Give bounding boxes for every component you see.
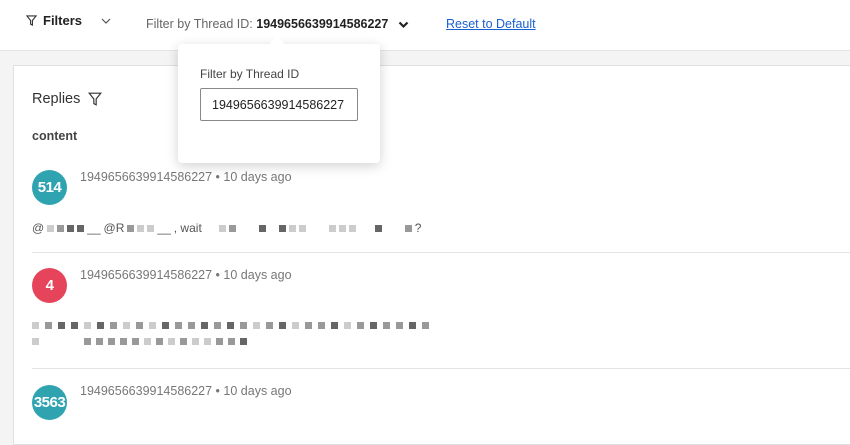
avatar: 514 [32,170,67,205]
thread-filter-popover: Filter by Thread ID [178,44,380,163]
replies-title: Replies [32,91,103,107]
replies-title-text: Replies [32,91,81,107]
text-fragment: ? [414,221,422,235]
avatar: 3563 [32,385,67,420]
filter-icon[interactable] [88,92,103,106]
text-fragment: @R [103,221,125,235]
reply-meta: 1949656639914586227 • 10 days ago [80,384,292,398]
thread-filter-dropdown[interactable]: Filter by Thread ID: 1949656639914586227 [146,17,388,31]
avatar: 4 [32,268,67,303]
reply-meta: 1949656639914586227 • 10 days ago [80,268,292,282]
thread-filter-value: 1949656639914586227 [256,17,389,31]
text-fragment: , wait [173,221,202,235]
reset-to-default-link[interactable]: Reset to Default [446,17,536,31]
reply-text [32,338,247,345]
text-fragment: @ [32,221,45,235]
filter-icon [26,15,37,26]
chevron-down-icon[interactable] [101,18,111,25]
popover-label: Filter by Thread ID [200,67,300,81]
reply-meta: 1949656639914586227 • 10 days ago [80,170,292,184]
reply-text: @ __ @R __, wait ? [32,221,422,235]
filter-bar: Filters Filter by Thread ID: 19496566399… [0,0,850,51]
replies-card [13,65,850,445]
filters-label: Filters [43,13,83,28]
divider [32,368,850,369]
divider [32,252,850,253]
filters-button[interactable]: Filters [26,13,82,28]
thread-id-input[interactable] [200,88,358,121]
reply-text [32,322,429,329]
column-header-content: content [32,129,78,143]
thread-filter-label: Filter by Thread ID: [146,17,253,31]
chevron-down-icon[interactable] [398,21,409,29]
